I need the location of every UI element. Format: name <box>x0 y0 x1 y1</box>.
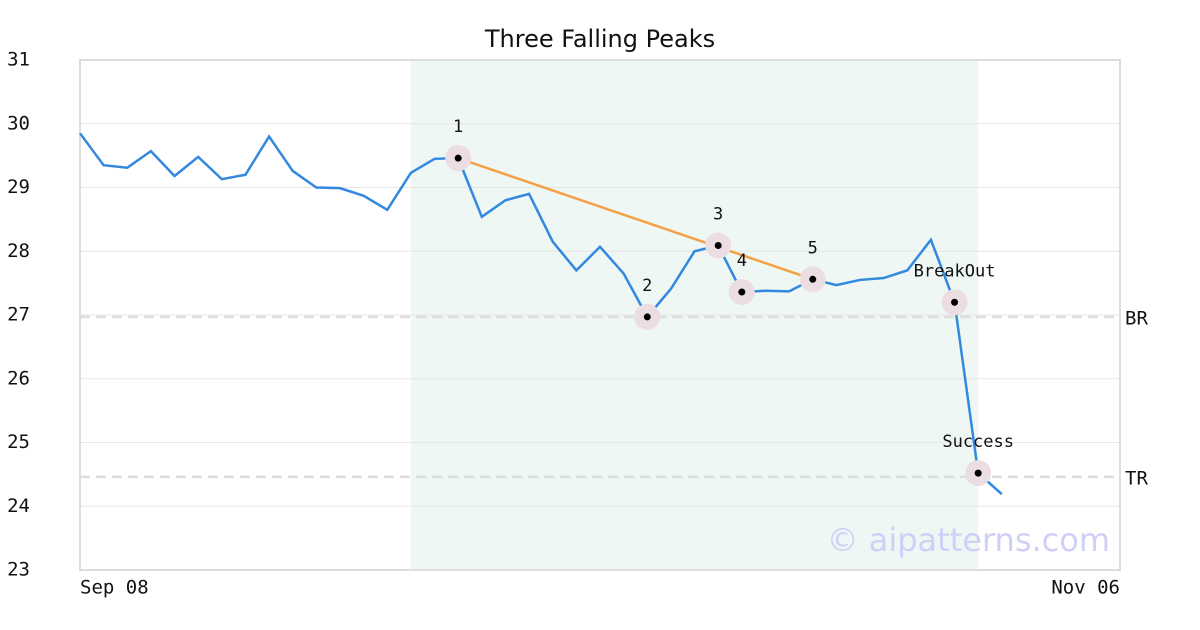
marker-dot <box>951 298 959 306</box>
annotation-label: Success <box>942 432 1014 452</box>
y-tick-label: 27 <box>7 304 30 326</box>
reference-label: TR <box>1125 467 1148 489</box>
y-tick-label: 30 <box>7 112 30 134</box>
marker-dot <box>738 288 746 296</box>
watermark: © aipatterns.com <box>827 521 1110 559</box>
reference-label: BR <box>1125 307 1148 329</box>
y-tick-label: 23 <box>7 559 30 581</box>
marker-dot <box>809 275 817 283</box>
annotation-label: 4 <box>737 251 747 271</box>
y-tick-label: 25 <box>7 431 30 453</box>
y-tick-label: 28 <box>7 240 30 262</box>
y-tick-label: 24 <box>7 495 30 517</box>
annotation-label: BreakOut <box>914 261 996 281</box>
data-line <box>78 132 1003 496</box>
x-tick-label: Sep 08 <box>80 577 149 599</box>
marker-dot <box>974 469 982 477</box>
annotation-label: 1 <box>453 117 463 137</box>
plot-frame <box>79 59 1121 571</box>
annotation-label: 5 <box>808 238 818 258</box>
y-tick-label: 29 <box>7 176 30 198</box>
y-tick-label: 26 <box>7 367 30 389</box>
trendline <box>457 156 814 281</box>
x-tick-label: Nov 06 <box>1051 577 1120 599</box>
marker-dot <box>454 154 462 162</box>
annotation-label: 3 <box>713 205 723 225</box>
marker-dot <box>714 242 722 250</box>
chart-title: Three Falling Peaks <box>484 25 715 53</box>
y-tick-label: 31 <box>7 49 30 71</box>
marker-dot <box>643 313 651 321</box>
annotation-label: 2 <box>642 276 652 296</box>
